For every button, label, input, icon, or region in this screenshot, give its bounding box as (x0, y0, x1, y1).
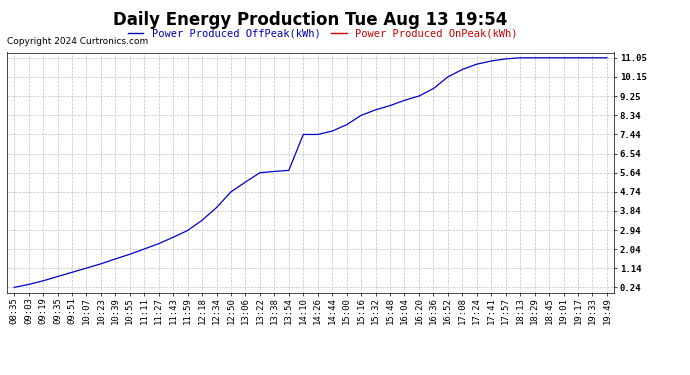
Legend: Power Produced OffPeak(kWh), Power Produced OnPeak(kWh): Power Produced OffPeak(kWh), Power Produ… (124, 24, 522, 42)
Text: Copyright 2024 Curtronics.com: Copyright 2024 Curtronics.com (7, 38, 148, 46)
Text: Daily Energy Production Tue Aug 13 19:54: Daily Energy Production Tue Aug 13 19:54 (113, 11, 508, 29)
